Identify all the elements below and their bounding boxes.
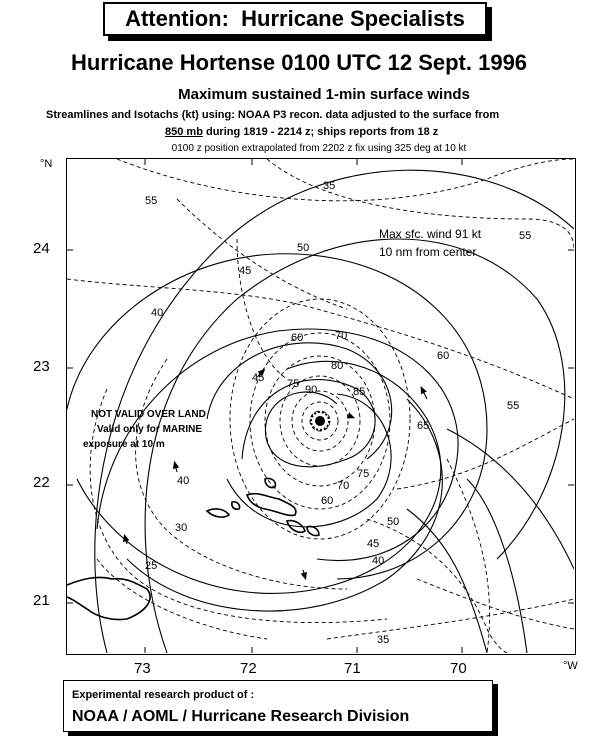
lon-label-72: 72 xyxy=(240,660,257,677)
isotach-label: 45 xyxy=(252,372,264,384)
streamlines xyxy=(67,169,574,653)
max-wind-distance-annotation: 10 nm from center xyxy=(379,245,477,259)
isotach-label: 50 xyxy=(297,242,309,254)
lat-unit: °N xyxy=(40,158,53,170)
lat-label-21: 21 xyxy=(33,592,50,609)
isotach-label: 60 xyxy=(321,495,333,507)
isotach-label: 60 xyxy=(291,332,303,344)
tick-marks xyxy=(67,159,574,653)
lat-label-22: 22 xyxy=(33,474,50,491)
banner: Attention: Hurricane Specialists xyxy=(103,2,487,36)
isotach-label: 30 xyxy=(175,522,187,534)
isotach-label: 40 xyxy=(151,307,163,319)
lat-label-23: 23 xyxy=(33,358,50,375)
isotach-label: 75 xyxy=(357,468,369,480)
coastline xyxy=(67,477,320,621)
land-note-1: NOT VALID OVER LAND xyxy=(91,409,206,420)
pressure-level: 850 mb xyxy=(165,126,203,138)
credit-line-2: NOAA / AOML / Hurricane Research Divisio… xyxy=(72,708,410,725)
isotach-label: 40 xyxy=(177,475,189,487)
land-note-2: Valid only for MARINE xyxy=(97,424,203,435)
isotach-label: 60 xyxy=(437,350,449,362)
storm-center xyxy=(310,411,330,431)
isotach-label: 55 xyxy=(507,400,519,412)
isotachs xyxy=(67,159,574,653)
description-line-2-rest: during 1819 - 2214 z; ships reports from… xyxy=(202,126,439,138)
description-line-1: Streamlines and Isotachs (kt) using: NOA… xyxy=(46,109,500,121)
lon-label-71: 71 xyxy=(344,660,361,677)
isotach-label: 35 xyxy=(323,180,335,192)
description-line-3: 0100 z position extrapolated from 2202 z… xyxy=(171,143,467,154)
isotach-label: 80 xyxy=(331,360,343,372)
isotach-label: 45 xyxy=(239,265,251,277)
isotach-label: 40 xyxy=(372,555,384,567)
isotach-label: 45 xyxy=(367,538,379,550)
isotach-label: 70 xyxy=(337,480,349,492)
isotach-label: 25 xyxy=(145,560,157,572)
max-wind-annotation: Max sfc. wind 91 kt xyxy=(379,227,482,241)
description-line-2: 850 mb during 1819 - 2214 z; ships repor… xyxy=(165,126,438,138)
subtitle: Maximum sustained 1-min surface winds xyxy=(178,86,470,103)
isotach-label: 70 xyxy=(335,330,347,342)
isotach-label: 85 xyxy=(353,386,365,398)
stream-arrows xyxy=(123,368,428,581)
isotach-label: 55 xyxy=(519,230,531,242)
wind-map-plot: 35 55 55 50 45 40 60 70 80 60 90 85 75 5… xyxy=(67,159,574,653)
lon-unit: °W xyxy=(563,660,578,672)
wind-map: 35 55 55 50 45 40 60 70 80 60 90 85 75 5… xyxy=(66,158,576,655)
page-title: Hurricane Hortense 0100 UTC 12 Sept. 199… xyxy=(70,50,528,75)
isotach-label: 75 xyxy=(287,378,299,390)
isotach-label: 50 xyxy=(387,516,399,528)
lat-label-24: 24 xyxy=(33,240,50,257)
isotach-label: 55 xyxy=(145,195,157,207)
isotach-label: 65 xyxy=(417,420,429,432)
isotach-label: 90 xyxy=(305,384,317,396)
credit-line-1: Experimental research product of : xyxy=(72,689,255,701)
lon-label-73: 73 xyxy=(134,660,151,677)
isotach-labels: 35 55 55 50 45 40 60 70 80 60 90 85 75 5… xyxy=(145,180,531,646)
footer-credit-box: Experimental research product of : NOAA … xyxy=(63,680,493,732)
lon-label-70: 70 xyxy=(450,660,467,677)
isotach-label: 35 xyxy=(377,634,389,646)
land-note-3: exposure at 10 m xyxy=(83,439,165,450)
